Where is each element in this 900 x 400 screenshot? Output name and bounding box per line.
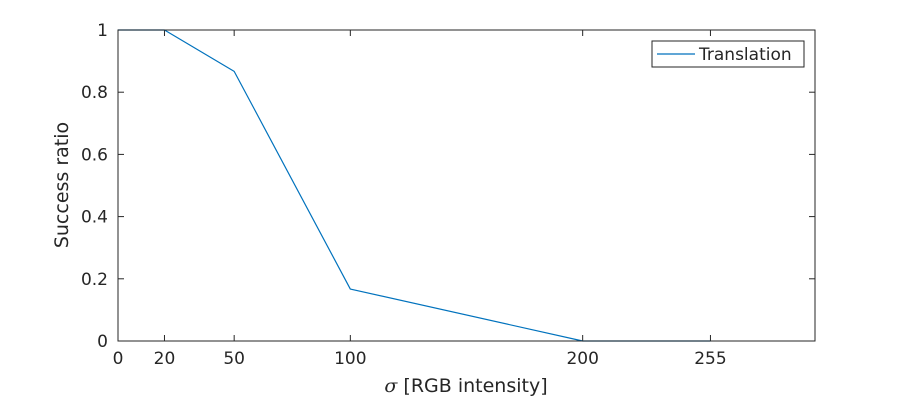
x-tick-label: 0 [113,349,124,369]
x-tick-label: 200 [566,349,598,369]
y-tick-label: 0.2 [81,270,108,290]
x-axis-title-text: [RGB intensity] [403,375,547,397]
y-axis-title: Success ratio [51,122,73,248]
x-tick-labels: 0 20 50 100 200 255 [113,349,727,369]
x-tick-label: 255 [694,349,726,369]
x-tick-label: 20 [154,349,176,369]
plot-area [118,30,815,341]
sigma-symbol: σ [384,375,398,397]
y-tick-label: 0.8 [81,83,108,103]
y-tick-labels: 0 0.2 0.4 0.6 0.8 1 [81,21,108,352]
x-tick-label: 100 [334,349,366,369]
legend: Translation [651,40,805,68]
x-axis-title: σ [RGB intensity] [384,375,547,397]
y-tick-label: 0.6 [81,145,108,165]
legend-label-translation: Translation [698,45,792,65]
y-tick-label: 0.4 [81,208,108,228]
y-tick-label: 0 [97,332,108,352]
y-tick-label: 1 [97,21,108,41]
x-tick-label: 50 [223,349,245,369]
plot-box [117,29,816,342]
